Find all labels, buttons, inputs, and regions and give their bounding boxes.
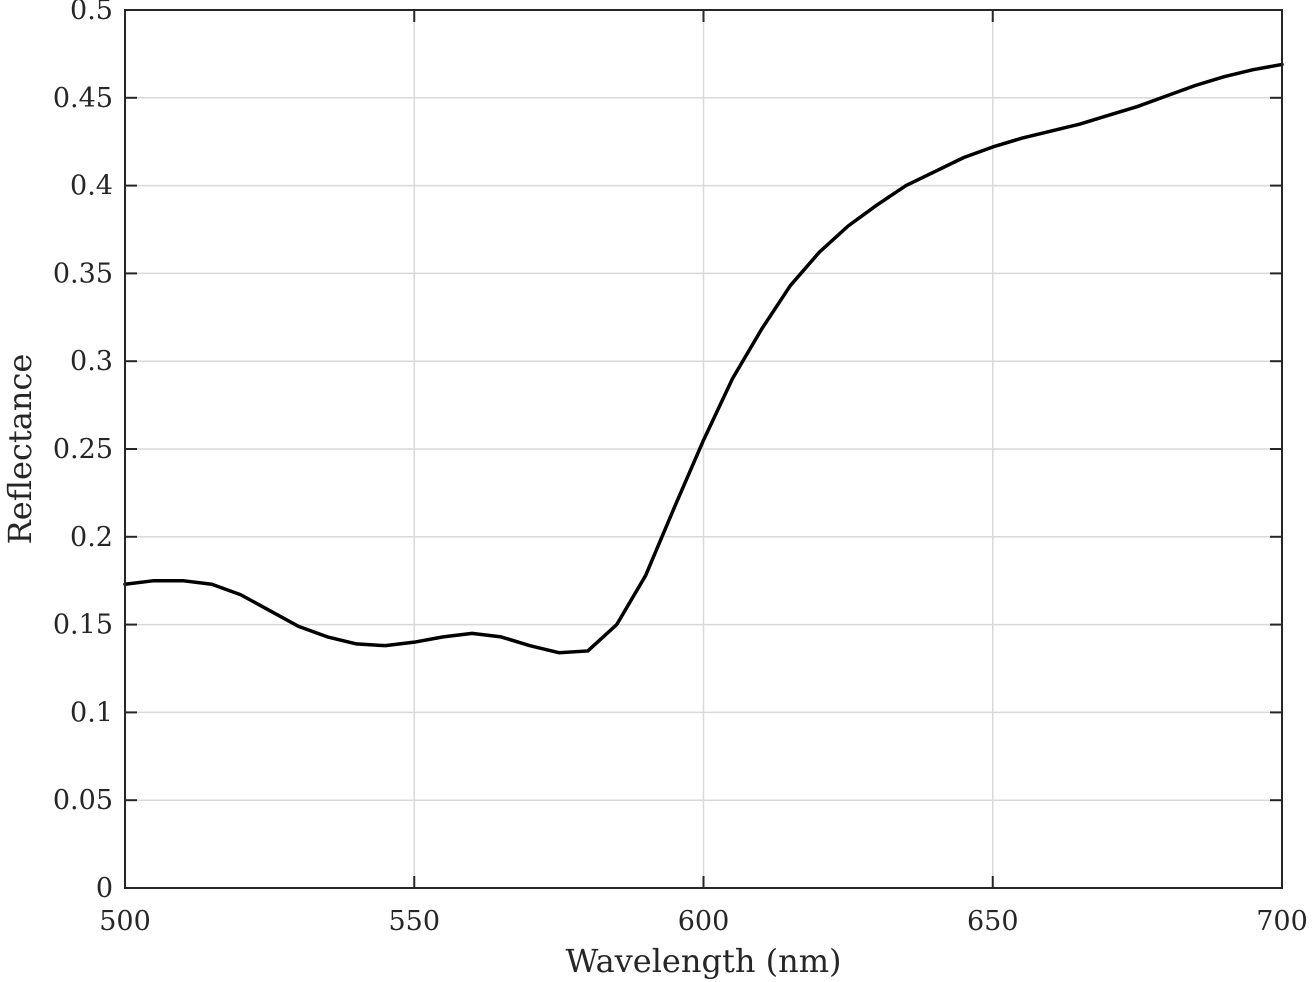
y-tick-label: 0.2 xyxy=(70,522,113,553)
y-tick-label: 0.35 xyxy=(53,258,113,289)
plot-area xyxy=(123,62,1284,655)
y-axis-label: Reflectance xyxy=(1,354,39,545)
y-tick-label: 0.4 xyxy=(70,171,113,202)
y-tick-label: 0 xyxy=(96,873,113,904)
x-tick-label: 650 xyxy=(967,906,1019,937)
axis-ticks xyxy=(124,9,1283,889)
x-tick-label: 550 xyxy=(388,906,440,937)
x-axis-label: Wavelength (nm) xyxy=(565,942,841,980)
x-tick-label: 600 xyxy=(678,906,730,937)
x-tick-labels: 500 550 600 650 700 xyxy=(99,906,1308,937)
y-tick-label: 0.5 xyxy=(70,0,113,26)
y-tick-label: 0.25 xyxy=(53,434,113,465)
reflectance-series-line xyxy=(123,62,1284,655)
y-tick-label: 0.3 xyxy=(70,346,113,377)
y-tick-label: 0.15 xyxy=(53,610,113,641)
y-tick-label: 0.45 xyxy=(53,83,113,114)
y-tick-label: 0.1 xyxy=(70,697,113,728)
x-tick-label: 700 xyxy=(1256,906,1308,937)
grid-lines xyxy=(125,10,1282,888)
y-tick-label: 0.05 xyxy=(53,785,113,816)
x-tick-label: 500 xyxy=(99,906,151,937)
y-tick-labels: 0 0.05 0.1 0.15 0.2 0.25 0.3 0.35 0.4 0.45 0.5 xyxy=(53,0,113,904)
